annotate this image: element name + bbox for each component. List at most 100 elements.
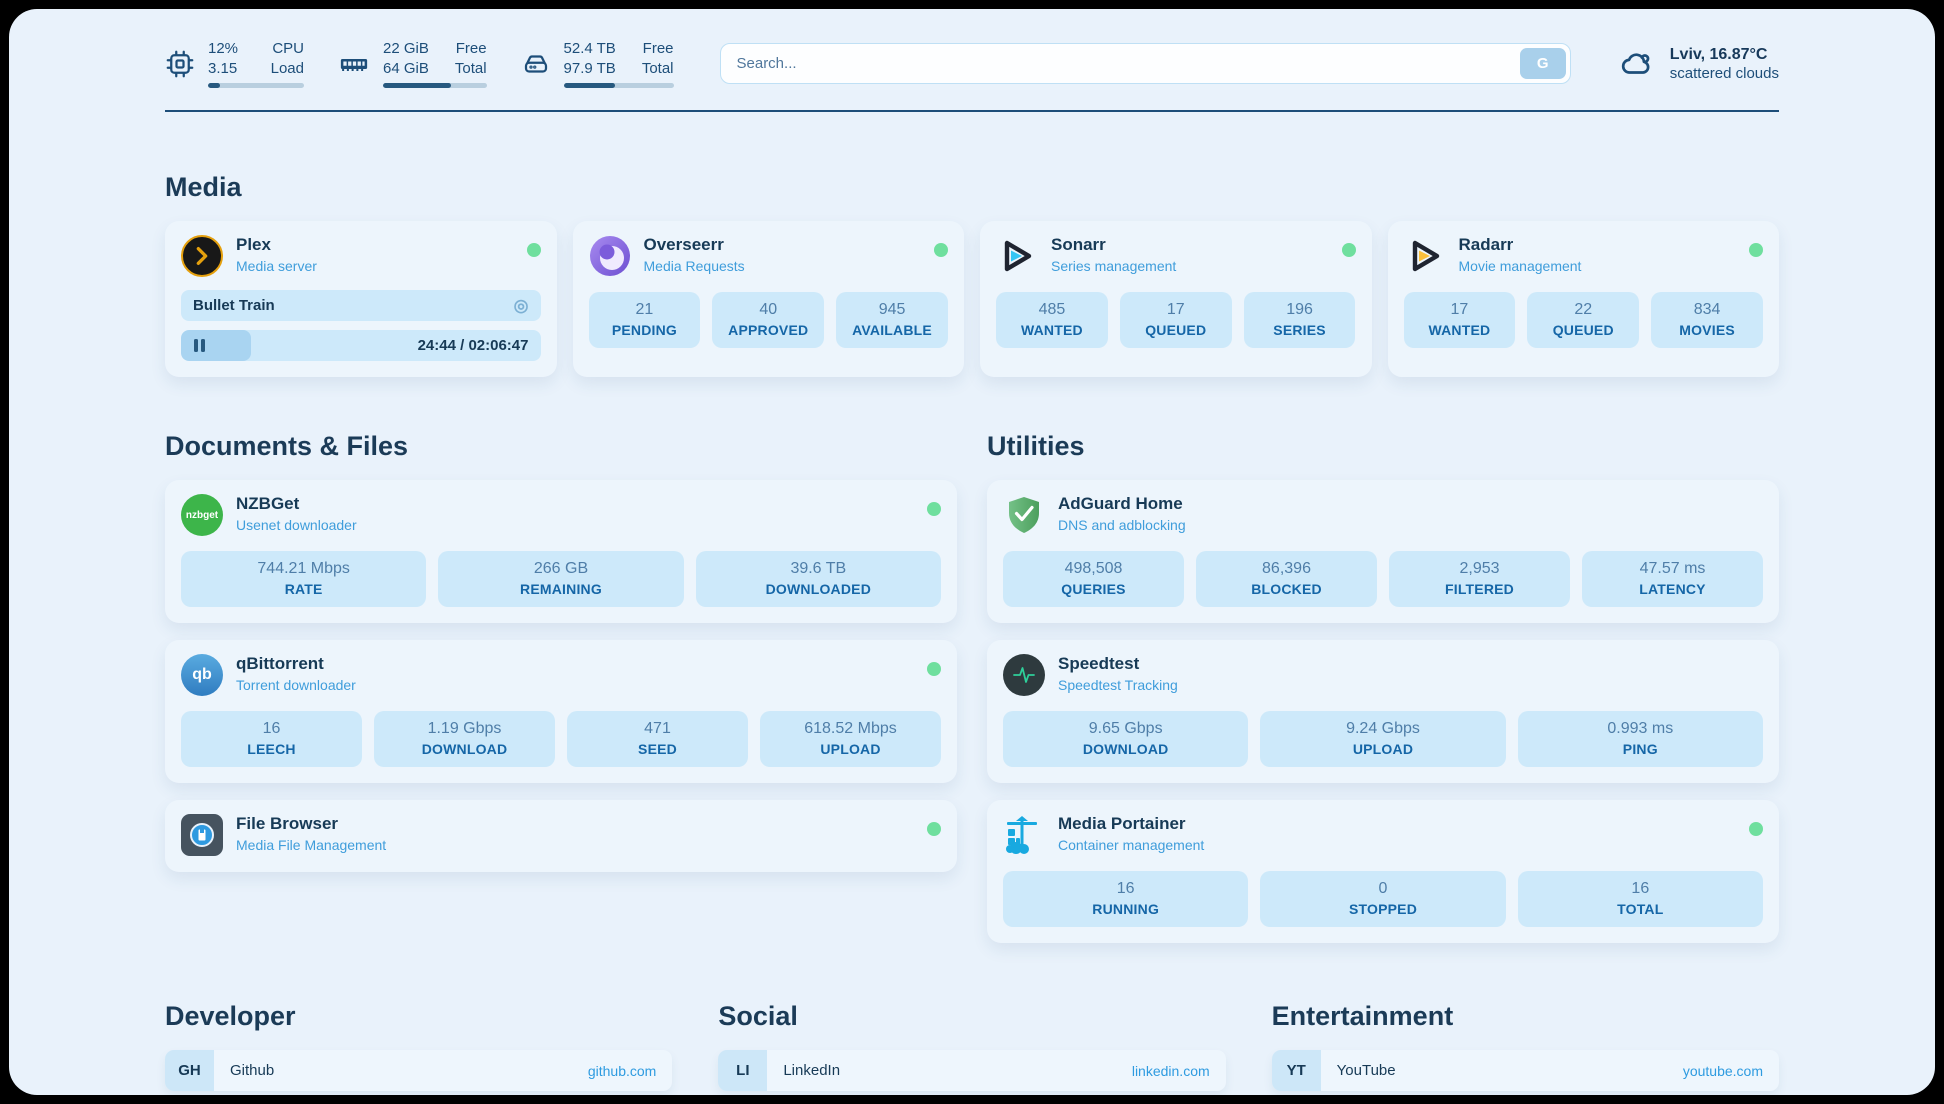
app-card-sonarr[interactable]: Sonarr Series management 485 WANTED 17 QUE… [980,221,1372,377]
weather-widget: Lviv, 16.87°C scattered clouds [1617,46,1779,82]
app-card-filebrowser[interactable]: File Browser Media File Management [165,800,957,872]
stat-leech: 16 LEECH [181,711,362,767]
status-online-dot [934,243,948,257]
stat-approved: 40 APPROVED [712,292,825,348]
app-title: Overseerr [643,235,724,254]
stat-wanted: 485 WANTED [996,292,1108,348]
bookmark-url: linkedin.com [1131,1062,1210,1079]
app-card-qbittorrent[interactable]: qb qBittorrent Torrent downloader 16 LEEC… [165,640,957,783]
app-card-radarr[interactable]: Radarr Movie management 17 WANTED 22 QUEUE… [1387,221,1779,377]
app-subtitle: Torrent downloader [236,677,356,693]
app-subtitle: Movie management [1458,258,1582,274]
storage-labels: Free Total [641,40,674,77]
section-title-entertainment: Entertainment [1271,1001,1454,1031]
app-title: Sonarr [1051,235,1106,254]
cpu-values: 12% 3.15 [208,40,239,77]
stat-latency: 47.57 ms LATENCY [1582,551,1763,607]
overseerr-icon [589,235,631,277]
weather-condition: scattered clouds [1669,64,1779,82]
stat-running: 16 RUNNING [1003,871,1249,927]
app-card-portainer[interactable]: Media Portainer Container management 16 R… [987,800,1779,943]
search-bar: G [719,43,1571,84]
weather-location-temp: Lviv, 16.87°C [1669,45,1768,63]
app-title: Media Portainer [1058,814,1186,833]
bookmark-abbr: GH [165,1050,214,1091]
cloud-icon [1617,47,1657,81]
app-title: qBittorrent [236,654,324,673]
storage-stat: 52.4 TB 97.9 TB Free Total [521,39,674,88]
nzbget-icon: nzbget [181,494,223,536]
stat-total: 16 TOTAL [1517,871,1763,927]
bookmark-github[interactable]: GH Github github.com [165,1050,673,1091]
app-title: Plex [236,235,271,254]
stat-filtered: 2,953 FILTERED [1389,551,1570,607]
cpu-stat: 12% 3.15 CPU Load [165,39,304,88]
stat-upload: 618.52 Mbps UPLOAD [760,711,941,767]
sonarr-icon [996,235,1038,277]
bookmark-group-entertainment: Entertainment YT YouTube youtube.com NF … [1271,1001,1779,1095]
status-online-dot [927,822,941,836]
stat-stopped: 0 STOPPED [1260,871,1506,927]
stat-rate: 744.21 Mbps RATE [181,551,427,607]
app-subtitle: Media Requests [643,258,745,274]
status-online-dot [927,662,941,676]
stat-movies: 834 MOVIES [1651,292,1763,348]
storage-values: 52.4 TB 97.9 TB [563,40,616,77]
search-engine-button[interactable]: G [1519,48,1566,79]
disk-icon [521,49,551,79]
filebrowser-icon [181,814,223,856]
stat-upload: 9.24 Gbps UPLOAD [1260,711,1506,767]
bookmark-name: LinkedIn [783,1062,841,1079]
status-online-dot [526,243,541,257]
memory-values: 22 GiB 64 GiB [383,40,429,77]
app-title: Radarr [1458,235,1514,254]
bookmark-url: github.com [587,1062,657,1079]
stat-blocked: 86,396 BLOCKED [1196,551,1377,607]
stat-ping: 0.993 ms PING [1517,711,1763,767]
ram-icon [338,49,370,79]
app-subtitle: Container management [1058,837,1205,853]
stat-pending: 21 PENDING [588,292,701,348]
cpu-progress [208,83,304,88]
section-title-documents: Documents & Files [165,431,409,461]
status-online-dot [1749,243,1763,257]
speedtest-icon [1003,654,1045,696]
app-title: Speedtest [1058,654,1140,673]
app-card-speedtest[interactable]: Speedtest Speedtest Tracking 9.65 Gbps DO… [987,640,1779,783]
app-title: AdGuard Home [1058,494,1183,513]
pause-icon[interactable] [194,339,205,352]
app-subtitle: Usenet downloader [236,517,357,533]
adguard-icon [1003,494,1045,536]
header-divider [165,110,1779,112]
app-card-nzbget[interactable]: nzbget NZBGet Usenet downloader 744.21 M… [165,480,957,623]
app-subtitle: Media server [236,258,317,274]
app-title: File Browser [236,814,339,833]
app-card-overseerr[interactable]: Overseerr Media Requests 21 PENDING 40 APP… [572,221,964,377]
app-card-adguard[interactable]: AdGuard Home DNS and adblocking 498,508 Q… [987,480,1779,623]
app-title: NZBGet [236,494,300,513]
bookmark-name: YouTube [1336,1062,1396,1079]
radarr-icon [1404,235,1446,277]
search-input[interactable] [719,43,1571,84]
app-subtitle: Series management [1051,258,1177,274]
top-bar: 12% 3.15 CPU Load [165,39,1779,88]
bookmark-youtube[interactable]: YT YouTube youtube.com [1271,1050,1779,1091]
stat-remaining: 266 GB REMAINING [438,551,684,607]
section-title-utilities: Utilities [987,431,1085,461]
stat-available: 945 AVAILABLE [836,292,948,348]
bookmark-linkedin[interactable]: LI LinkedIn linkedin.com [718,1050,1226,1091]
stat-queued: 22 QUEUED [1527,292,1640,348]
playback-time: 24:44 / 02:06:47 [417,337,529,354]
app-card-plex[interactable]: Plex Media server Bullet Train ◎ 24:44 /… [165,221,557,377]
stat-wanted: 17 WANTED [1403,292,1516,348]
now-playing-expand-icon[interactable]: ◎ [513,296,529,315]
stat-downloaded: 39.6 TB DOWNLOADED [695,551,941,607]
stat-queued: 17 QUEUED [1119,292,1232,348]
stat-queries: 498,508 QUERIES [1003,551,1184,607]
qbittorrent-icon: qb [181,654,223,696]
playback-progress: 24:44 / 02:06:47 [181,330,541,361]
bookmark-abbr: LI [718,1050,768,1091]
bookmark-name: Github [230,1062,275,1079]
section-title-developer: Developer [165,1001,296,1031]
app-subtitle: Media File Management [236,837,387,853]
